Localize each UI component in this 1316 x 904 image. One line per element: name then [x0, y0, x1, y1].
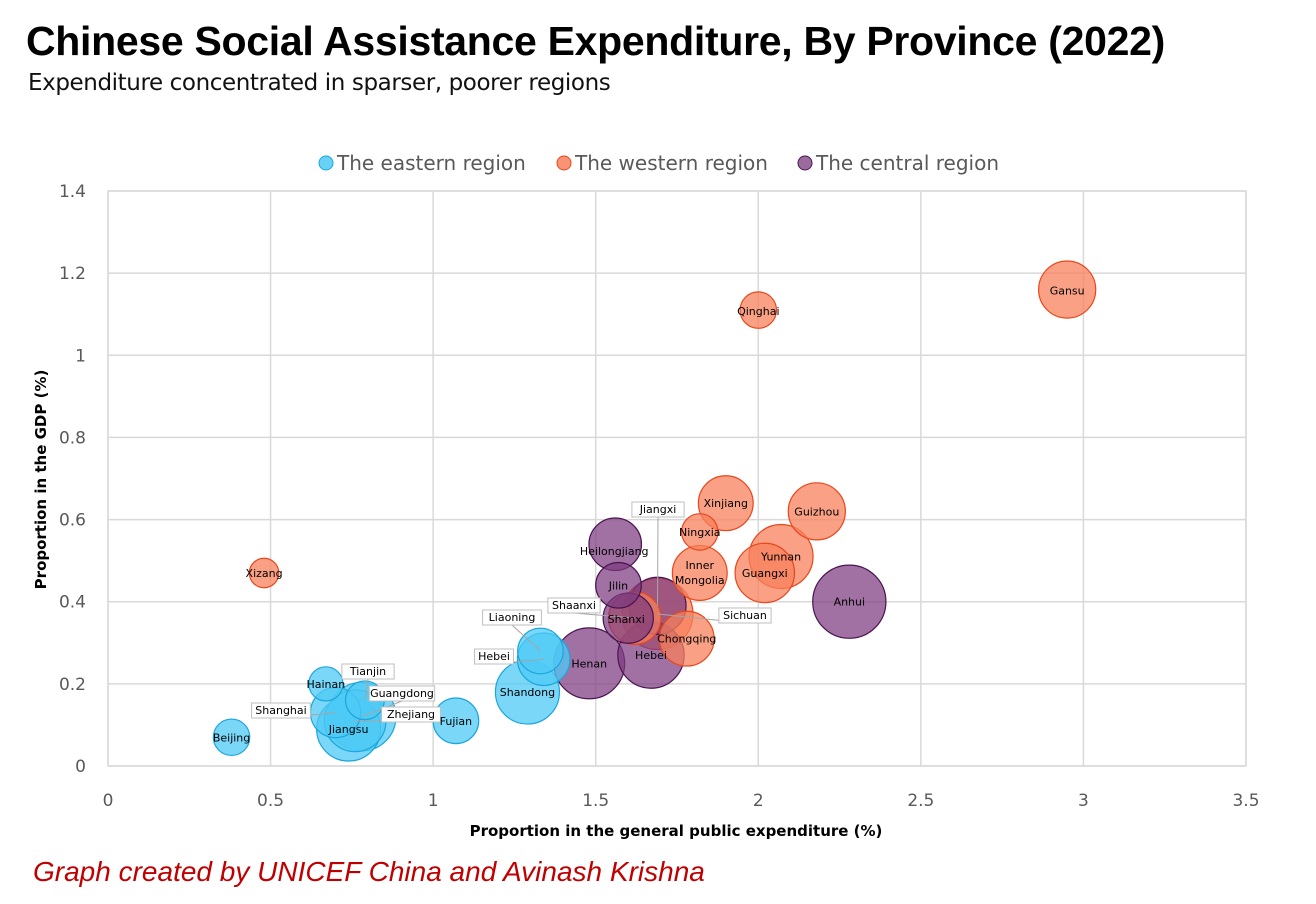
label-qinghai: Qinghai: [737, 305, 779, 318]
label-jilin: Jilin: [608, 579, 628, 592]
callout-box: [718, 607, 772, 624]
legend: The eastern region The western region The …: [318, 151, 999, 175]
label-tianjin: Tianjin: [349, 665, 386, 678]
x-tick-label: 1.5: [582, 791, 609, 811]
y-tick-label: 0.4: [59, 593, 86, 613]
bubble-anhui: [812, 564, 887, 639]
x-tick-label: 2: [753, 791, 764, 811]
bubble-guizhou: [787, 482, 846, 541]
callout-box: [251, 702, 311, 719]
y-tick-label: 1.2: [59, 264, 86, 284]
label-jiangsu: Jiangsu: [328, 723, 369, 736]
label-heilongjiang: Heilongjiang: [580, 545, 649, 558]
y-tick-label: 0.2: [59, 675, 86, 695]
legend-label-central: The central region: [815, 151, 999, 175]
label-beijing: Beijing: [213, 731, 250, 744]
label-chongqing: Chongqing: [657, 633, 716, 646]
bubble-qinghai: [739, 291, 778, 329]
label-sichuan: Sichuan: [723, 609, 767, 622]
label-gansu: Gansu: [1050, 285, 1085, 298]
legend-marker-western: [556, 155, 572, 171]
label-hebei: Hebei: [478, 650, 510, 663]
label-xinjiang: Xinjiang: [704, 497, 748, 510]
bubble-ningxia: [680, 513, 719, 551]
x-tick-label: 0.5: [257, 791, 284, 811]
label-henan: Henan: [571, 657, 607, 670]
label-hainan: Hainan: [306, 678, 345, 691]
bubble-labels: Beijing Hainan Tianjin Shanghai Guangdong Zhe…: [213, 285, 1085, 745]
label-xizang: Xizang: [246, 567, 283, 580]
label-guangdong: Guangdong: [370, 687, 434, 700]
y-tick-label: 1: [75, 346, 86, 366]
legend-label-western: The western region: [574, 151, 768, 175]
bubble-jilin: [595, 561, 642, 609]
label-shanghai: Shanghai: [255, 704, 306, 717]
x-axis-title: Proportion in the general public expendi…: [470, 822, 883, 840]
y-tick-label: 0.6: [59, 511, 86, 531]
callout-box: [631, 501, 685, 518]
label-shaanxi: Shaanxi: [552, 599, 596, 612]
x-tick-label: 3.5: [1232, 791, 1259, 811]
bubble-xizang: [248, 557, 280, 589]
legend-marker-eastern: [318, 155, 334, 171]
label-ningxia: Ningxia: [679, 526, 721, 539]
callout-box: [474, 648, 514, 665]
callout-box: [482, 609, 542, 626]
label-hebei: Hebei: [635, 649, 667, 662]
label-liaoning: Liaoning: [489, 611, 536, 624]
leader-line: [656, 516, 659, 606]
leader-line: [364, 678, 369, 701]
credit-text: Graph created by UNICEF China and Avinas…: [33, 856, 705, 887]
label-anhui: Anhui: [834, 596, 866, 609]
bubble-guangxi: [734, 542, 796, 604]
x-tick-label: 0: [103, 791, 114, 811]
chart-title: Chinese Social Assistance Expenditure, B…: [26, 18, 1165, 64]
bubble-chongqing: [658, 610, 715, 667]
bubble-gansu: [1038, 260, 1097, 319]
label-inner-mongolia-line2: Mongolia: [675, 574, 725, 587]
callout-box: [547, 597, 601, 614]
x-tick-label: 2.5: [907, 791, 934, 811]
tick-labels: 0 0.5 1 1.5 2 2.5 3 3.5 0 0.2 0.4 0.6 0.8 1 1.2 1.4: [59, 182, 1260, 811]
y-tick-label: 0: [75, 757, 86, 777]
label-jiangxi: Jiangxi: [639, 503, 677, 516]
y-tick-label: 0.8: [59, 428, 86, 448]
leader-line: [573, 612, 635, 619]
label-inner-mongolia: Inner: [686, 559, 715, 572]
label-guizhou: Guizhou: [794, 505, 839, 518]
y-tick-label: 1.4: [59, 182, 86, 202]
y-axis-title: Proportion in the GDP (%): [32, 370, 50, 590]
x-tick-label: 3: [1078, 791, 1089, 811]
label-guangxi: Guangxi: [742, 567, 788, 580]
legend-label-eastern: The eastern region: [336, 151, 526, 175]
label-zhejiang: Zhejiang: [387, 708, 435, 721]
bubble-beijing: [212, 718, 251, 757]
x-tick-label: 1: [428, 791, 439, 811]
label-yunnan: Yunnan: [760, 551, 801, 564]
label-fujian: Fujian: [440, 715, 473, 728]
label-shandong: Shandong: [500, 686, 555, 699]
callout-box: [368, 685, 436, 702]
leader-line: [511, 624, 541, 652]
legend-marker-central: [797, 155, 813, 171]
chart-subtitle: Expenditure concentrated in sparser, poo…: [28, 70, 611, 96]
callout-box: [381, 706, 441, 723]
label-shanxi: Shanxi: [608, 613, 645, 626]
bubble-xinjiang: [697, 475, 754, 532]
callout-box: [341, 663, 395, 680]
bubble-hainan: [308, 666, 344, 702]
bubble-inner-mongolia: [671, 544, 728, 601]
